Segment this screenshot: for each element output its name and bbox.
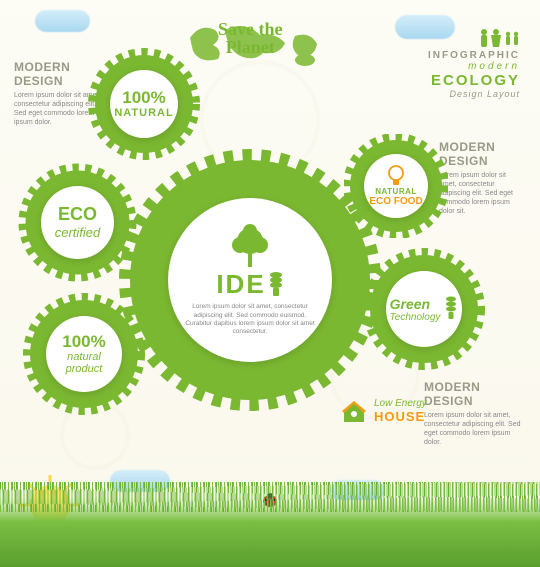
gear-eco-food: NATURAL ECO FOOD xyxy=(350,140,442,232)
gear-eco-certified: ECO certified xyxy=(25,170,130,275)
grass-footer xyxy=(0,497,540,567)
gear-green-tech: Green Technology xyxy=(370,255,478,363)
lightbulb-icon xyxy=(386,165,406,187)
save-planet-title: Save the Planet xyxy=(218,20,283,56)
tree-icon xyxy=(227,223,273,267)
gear-natural-product: 100% natural product xyxy=(30,300,138,408)
cfl-bulb-icon xyxy=(268,271,284,299)
gear-100-natural: 100% NATURAL xyxy=(95,55,193,153)
idea-title: IDE xyxy=(216,269,265,300)
infographic-header: INFOGRAPHIC modern ECOLOGY Design Layout xyxy=(428,28,520,99)
cloud-icon xyxy=(35,10,90,32)
text-block-bottom-right: MODERN DESIGN Lorem ipsum dolor sit amet… xyxy=(424,380,524,447)
family-icon xyxy=(476,28,520,48)
gear-main-idea: IDE Lorem ipsum dolor sit amet, consecte… xyxy=(130,160,370,400)
text-block-mid-right: MODERN DESIGN Lorem ipsum dolor sit amet… xyxy=(439,140,524,216)
cfl-bulb-icon xyxy=(444,296,458,322)
